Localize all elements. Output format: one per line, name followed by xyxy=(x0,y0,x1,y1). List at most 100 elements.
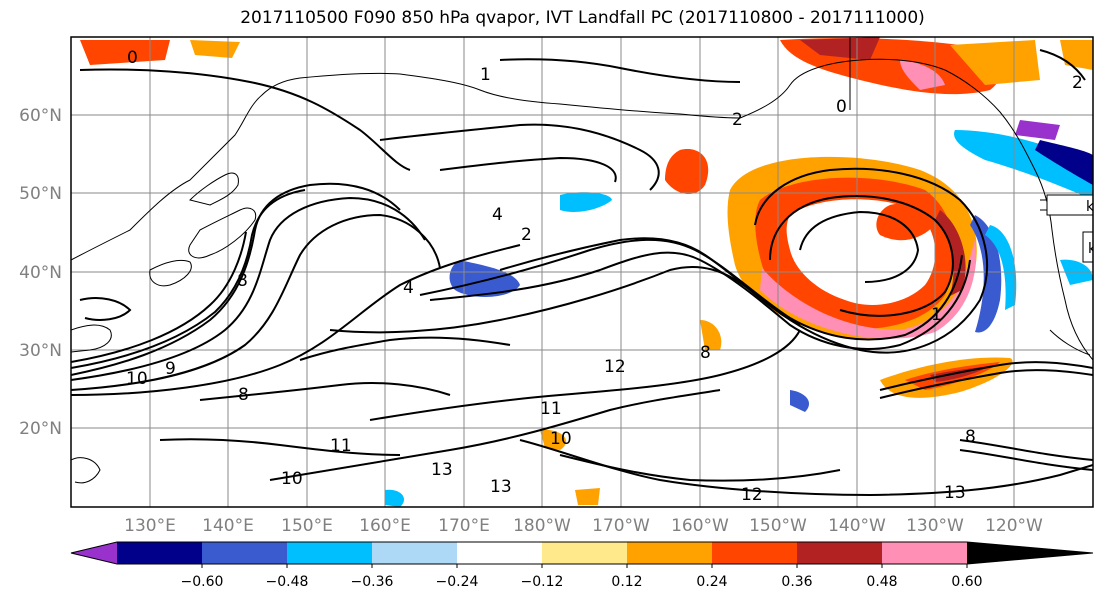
lat-label: 60°N xyxy=(19,106,62,126)
shade-red-nw xyxy=(80,40,170,65)
shade-cyan-coast xyxy=(985,225,1017,310)
shade-orange-north xyxy=(950,40,1040,85)
colorbar-segment xyxy=(797,542,882,564)
contour-label: 8 xyxy=(965,427,976,447)
lon-label: 160°E xyxy=(359,516,411,536)
colorbar-segment xyxy=(627,542,712,564)
contour-line xyxy=(379,123,660,191)
colorbar-tick-label: −0.48 xyxy=(266,574,309,590)
contour-label: 1 xyxy=(480,65,491,85)
lon-label: 180°W xyxy=(513,516,571,536)
plot-area: 0 1 2 4 8 10 9 11 12 13 10 8 4 2 1 13 8 … xyxy=(71,37,1097,507)
colorbar-tick-label: 0.48 xyxy=(866,574,897,590)
contour-line xyxy=(71,182,401,376)
colorbar-segment xyxy=(882,542,967,564)
colorbar-tick-label: 0.60 xyxy=(951,574,982,590)
contour-label: 0 xyxy=(127,48,138,68)
contour-line xyxy=(499,58,741,83)
colorbar-outline xyxy=(70,541,1094,565)
colorbar-segment xyxy=(202,542,287,564)
contour-label: 11 xyxy=(540,399,562,419)
shade-red-blob xyxy=(876,203,935,241)
shade-darkred-north xyxy=(800,37,880,60)
contour-label: 13 xyxy=(431,460,453,480)
lat-label: 30°N xyxy=(19,341,62,361)
contour-label: 10 xyxy=(126,369,148,389)
contour-line xyxy=(71,231,247,363)
shade-purple-alaska xyxy=(1015,120,1060,140)
contour-label: 1 xyxy=(931,305,942,325)
contour-line xyxy=(299,336,511,361)
contour-label: 13 xyxy=(490,477,512,497)
shade-central-red xyxy=(665,149,709,195)
shade-central-blue xyxy=(449,260,520,297)
colorbar-extend-low xyxy=(71,542,117,564)
plot-frame xyxy=(70,36,1094,508)
contour-line xyxy=(429,251,971,350)
contour-line xyxy=(71,213,441,391)
gridlines xyxy=(71,37,1093,507)
shade-cyan-small xyxy=(385,489,405,507)
coastlines xyxy=(71,37,1093,484)
shade-navy-alaska xyxy=(1035,140,1093,185)
colorbar-segment xyxy=(372,542,457,564)
colorbar-tick-label: 0.24 xyxy=(696,574,727,590)
colorbar-segment xyxy=(287,542,372,564)
shade-blue-small xyxy=(790,390,810,412)
colorbar-extend-high xyxy=(967,542,1093,564)
lat-label: 20°N xyxy=(19,419,62,439)
shade-cyan-alaska xyxy=(954,130,1093,200)
contour-line xyxy=(879,361,1093,391)
contour-line xyxy=(439,156,617,183)
contour-line xyxy=(79,68,411,171)
shade-cyan-patch xyxy=(560,192,612,212)
lat-labels: 60°N 50°N 40°N 30°N 20°N xyxy=(19,106,62,439)
contour-label: 4 xyxy=(403,278,414,298)
map-title: 2017110500 F090 850 hPa qvapor, IVT Land… xyxy=(240,8,925,28)
contour-label: 9 xyxy=(165,359,176,379)
contour-label: 8 xyxy=(700,343,711,363)
shade-blue-coast xyxy=(970,215,1002,333)
lon-label: 140°E xyxy=(202,516,254,536)
contour-label: 11 xyxy=(330,436,352,456)
colorbar-segment xyxy=(457,542,542,564)
lon-label: 130°E xyxy=(124,516,176,536)
colorbar-segment xyxy=(712,542,797,564)
contour-line xyxy=(71,189,306,369)
contour-line xyxy=(71,244,521,396)
contour-label: 13 xyxy=(944,483,966,503)
lon-label: 160°W xyxy=(671,516,729,536)
lon-label: 170°W xyxy=(592,516,650,536)
lon-label: 170°E xyxy=(438,516,490,536)
lon-labels: 130°E 140°E 150°E 160°E 170°E 180°W 170°… xyxy=(124,516,1043,536)
contour-label: 10 xyxy=(281,469,303,489)
colorbar-tick-label: −0.60 xyxy=(181,574,224,590)
contour-label: 2 xyxy=(1072,73,1083,93)
lon-label: 140°W xyxy=(828,516,886,536)
contour-label: 10 xyxy=(550,429,572,449)
contour-line xyxy=(879,369,1093,399)
shade-orange-patch xyxy=(700,320,722,350)
clipped-text: k xyxy=(1086,199,1095,215)
contour-label: 12 xyxy=(604,357,626,377)
shade-pink-arc xyxy=(760,240,976,339)
contour-line xyxy=(1039,49,1086,81)
colorbar-tick-label: 0.12 xyxy=(611,574,642,590)
contour-line xyxy=(269,389,721,481)
lon-label: 150°W xyxy=(749,516,807,536)
clipped-textbox xyxy=(1082,231,1093,263)
contour-line xyxy=(79,297,132,321)
contour-line xyxy=(959,439,1093,461)
contour-labels: 0 1 2 4 8 10 9 11 12 13 10 8 4 2 1 13 8 … xyxy=(126,48,1083,505)
contour-label: 4 xyxy=(492,205,503,225)
colorbar-segment xyxy=(117,542,202,564)
lon-label: 130°W xyxy=(906,516,964,536)
shade-orange-small xyxy=(575,488,600,505)
colorbar-tick-labels: −0.60 −0.48 −0.36 −0.24 −0.12 0.12 0.24 … xyxy=(181,574,983,590)
lon-label: 120°W xyxy=(985,516,1043,536)
contour-label: 2 xyxy=(521,225,532,245)
clipped-text: k xyxy=(1088,241,1097,257)
contour-label: 8 xyxy=(237,271,248,291)
colorbar-segment xyxy=(542,542,627,564)
